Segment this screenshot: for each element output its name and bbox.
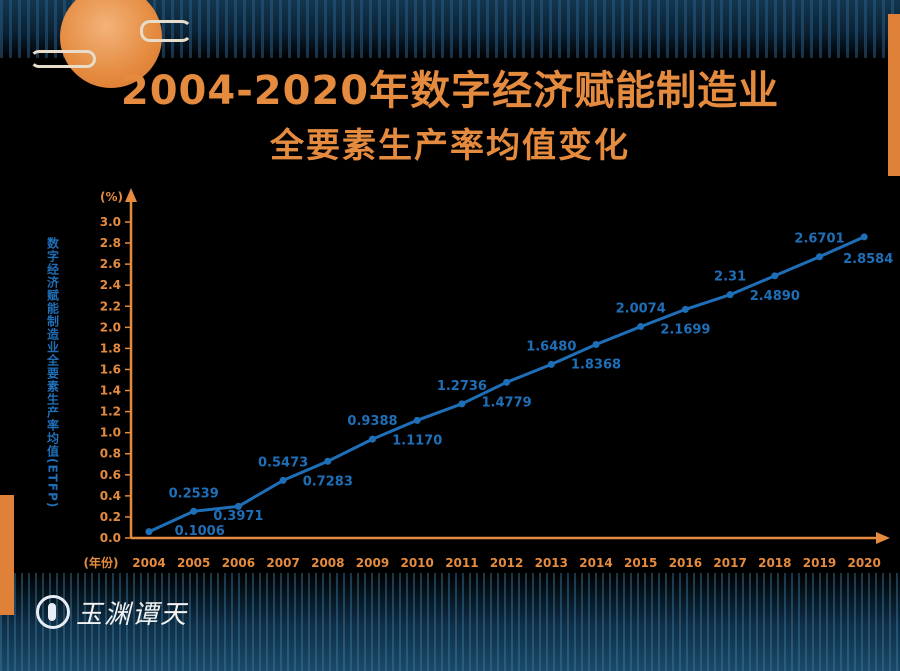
data-point (145, 528, 153, 536)
x-tick-label: 2009 (356, 556, 389, 570)
brand-logo-icon (36, 595, 70, 629)
chart-title-line2: 全要素生产率均值变化 (270, 126, 630, 166)
data-label: 0.3971 (213, 509, 263, 524)
x-unit-label: (年份) (84, 555, 119, 570)
data-label: 0.1006 (175, 524, 225, 539)
x-tick-label: 2004 (132, 556, 165, 570)
y-tick-label: 2.2 (100, 299, 121, 313)
data-label: 2.31 (714, 270, 746, 285)
x-tick-label: 2011 (445, 556, 478, 570)
data-label: 1.6480 (526, 339, 576, 354)
data-point (458, 400, 466, 408)
accent-bar-left (0, 495, 14, 615)
y-tick-label: 2.0 (100, 320, 121, 334)
data-point (190, 507, 198, 515)
chart-title-line1: 2004-2020年数字经济赋能制造业 (120, 68, 780, 114)
data-point (816, 253, 823, 261)
y-tick-label: 1.0 (100, 426, 121, 440)
data-label: 2.4890 (750, 289, 800, 304)
brand-logo: 玉渊谭天 (36, 590, 188, 634)
data-label: 2.8584 (843, 252, 893, 267)
data-point (413, 416, 421, 424)
x-tick-label: 2014 (579, 556, 612, 570)
y-tick-label: 2.8 (100, 236, 121, 250)
data-label: 1.1170 (392, 433, 442, 448)
data-label: 2.1699 (660, 322, 710, 337)
y-axis-title: 数字经济赋能制造业全要素生产率均值(ETFP) (45, 236, 60, 509)
x-tick-label: 2005 (177, 556, 210, 570)
data-point (279, 476, 287, 484)
cloud-decoration (140, 20, 192, 42)
data-point (503, 378, 511, 386)
x-tick-label: 2012 (490, 556, 523, 570)
cloud-decoration (30, 50, 96, 68)
x-axis-arrow (876, 532, 890, 544)
sun-decoration (60, 0, 162, 88)
y-tick-label: 2.4 (100, 278, 121, 292)
x-tick-label: 2019 (803, 556, 836, 570)
data-label: 1.4779 (482, 395, 532, 410)
y-axis-title-wrap: 数字经济赋能制造业全要素生产率均值(ETFP) (40, 205, 66, 540)
data-label: 2.0074 (616, 302, 666, 317)
data-point (547, 360, 555, 368)
data-label: 0.9388 (347, 414, 397, 429)
y-tick-label: 0.8 (100, 447, 121, 461)
brand-name: 玉渊谭天 (76, 599, 189, 630)
data-label: 2.6701 (794, 232, 844, 247)
x-tick-label: 2008 (311, 556, 344, 570)
x-tick-label: 2006 (222, 556, 255, 570)
x-tick-label: 2016 (669, 556, 702, 570)
data-label: 1.2736 (437, 379, 487, 394)
y-tick-label: 1.4 (100, 384, 121, 398)
x-tick-label: 2015 (624, 556, 657, 570)
data-label: 0.5473 (258, 455, 308, 470)
data-label: 0.7283 (303, 474, 353, 489)
y-axis-arrow (125, 188, 137, 202)
y-unit-label: (%) (100, 190, 123, 204)
data-label: 0.2539 (169, 486, 219, 501)
accent-bar-right (888, 14, 900, 176)
x-tick-label: 2007 (266, 556, 299, 570)
data-point (681, 305, 689, 313)
x-tick-label: 2020 (847, 556, 880, 570)
y-tick-label: 3.0 (100, 215, 121, 229)
data-point (771, 272, 779, 280)
y-tick-label: 0.6 (100, 468, 121, 482)
y-tick-label: 0.0 (100, 531, 121, 545)
data-point (726, 291, 734, 299)
x-tick-label: 2018 (758, 556, 791, 570)
data-point (369, 435, 376, 443)
x-tick-label: 2010 (400, 556, 433, 570)
y-tick-label: 0.4 (100, 489, 121, 503)
data-point (234, 502, 242, 510)
bottom-wave-decoration (0, 573, 900, 671)
data-point (592, 341, 600, 349)
x-tick-label: 2013 (535, 556, 568, 570)
y-tick-label: 1.2 (100, 405, 121, 419)
x-tick-label: 2017 (713, 556, 746, 570)
y-tick-label: 2.6 (100, 257, 121, 271)
data-point (637, 323, 645, 331)
y-tick-label: 1.6 (100, 362, 121, 376)
y-tick-label: 1.8 (100, 341, 121, 355)
y-tick-label: 0.2 (100, 510, 121, 524)
data-point (324, 457, 332, 465)
data-label: 1.8368 (571, 358, 621, 373)
data-point (860, 233, 868, 241)
